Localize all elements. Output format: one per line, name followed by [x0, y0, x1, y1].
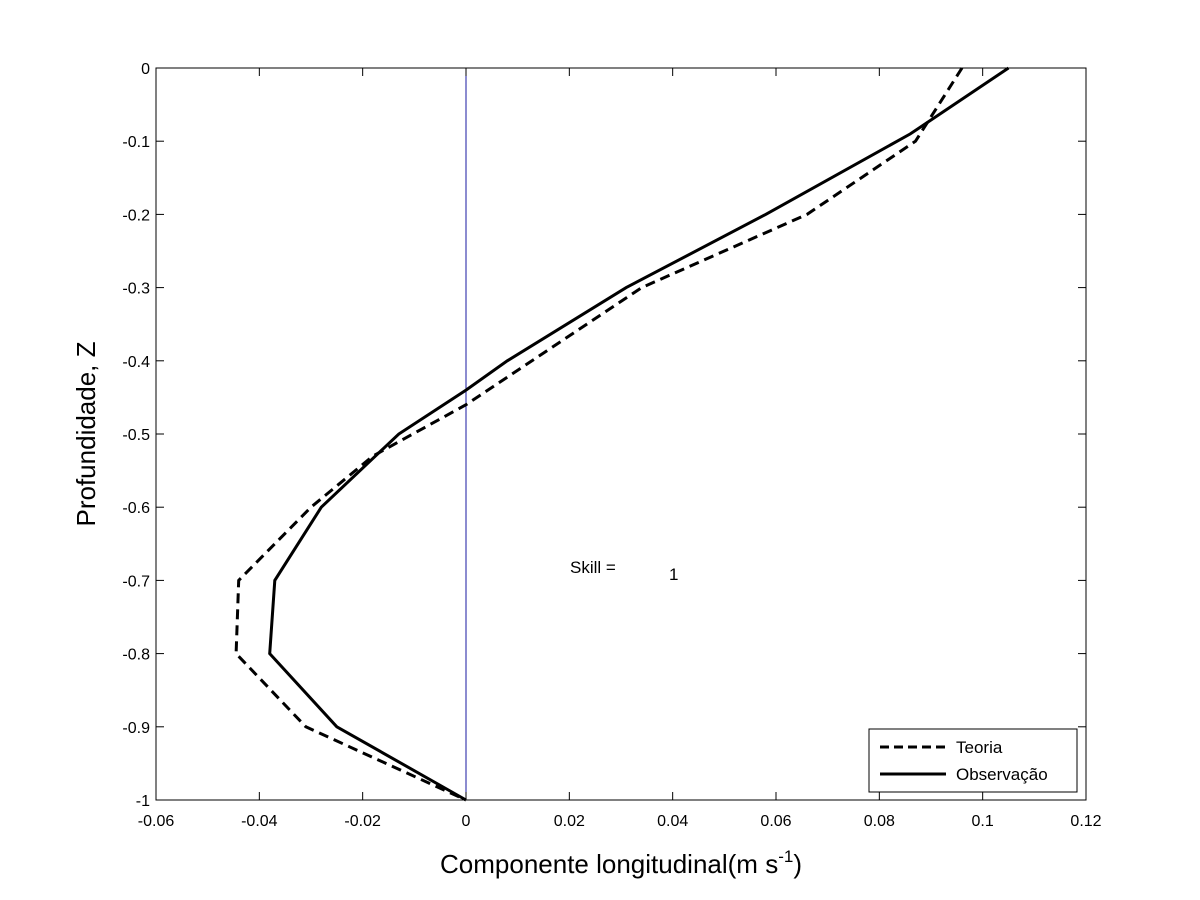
legend-label-observacao: Observação — [956, 765, 1048, 784]
x-tick-label: -0.06 — [138, 813, 175, 830]
x-tick-label: -0.04 — [241, 813, 278, 830]
x-axis-title: Componente longitudinal(m s-1) — [440, 847, 802, 879]
x-tick-label: -0.02 — [344, 813, 381, 830]
x-tick-label: 0.02 — [554, 813, 585, 830]
annotation-layer: Skill = 1 — [570, 558, 678, 584]
skill-value: 1 — [669, 565, 678, 584]
plot-area — [156, 68, 1086, 800]
y-tick-label: -0.5 — [122, 427, 150, 444]
x-tick-label: 0.1 — [972, 813, 994, 830]
x-axis-title-main: Componente longitudinal(m s — [440, 849, 778, 879]
y-axis-title: Profundidade, Z — [71, 341, 101, 526]
legend: Teoria Observação — [868, 728, 1078, 793]
y-tick-label: -0.7 — [122, 573, 150, 590]
series-layer — [234, 66, 1010, 802]
y-tick-label: 0 — [141, 61, 150, 78]
x-axis-title-suffix: ) — [793, 849, 802, 879]
y-tick-label: -0.8 — [122, 647, 150, 664]
y-tick-label: -0.9 — [122, 720, 150, 737]
x-tick-label: 0.06 — [760, 813, 791, 830]
skill-label: Skill = — [570, 558, 616, 577]
legend-box — [868, 728, 1078, 793]
ticks-layer: -0.06 -0.04 -0.02 0 0.02 0.04 0.06 0.08 0.1 0.12 0… — [122, 61, 1101, 830]
y-tick-label: -0.4 — [122, 354, 150, 371]
x-tick-label: 0.12 — [1070, 813, 1101, 830]
x-tick-label: 0.04 — [657, 813, 688, 830]
y-tick-label: -0.2 — [122, 207, 150, 224]
x-axis-title-superscript: -1 — [778, 847, 793, 866]
y-tick-label: -0.1 — [122, 134, 150, 151]
x-tick-label: 0.08 — [864, 813, 895, 830]
y-tick-label: -0.3 — [122, 281, 150, 298]
legend-label-teoria: Teoria — [956, 738, 1003, 757]
y-tick-label: -1 — [136, 793, 150, 810]
series-line-observacao — [268, 66, 1010, 802]
y-tick-label: -0.6 — [122, 500, 150, 517]
x-tick-label: 0 — [462, 813, 471, 830]
